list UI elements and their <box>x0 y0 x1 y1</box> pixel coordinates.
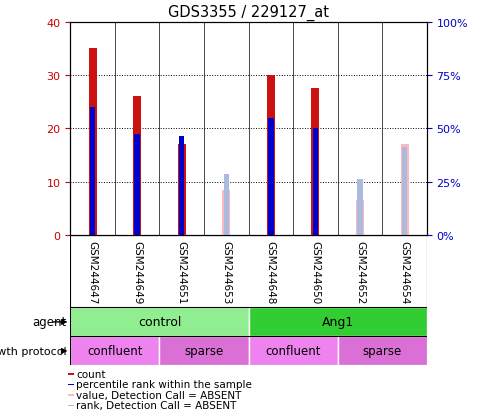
Text: GSM244648: GSM244648 <box>265 240 275 303</box>
Text: GSM244647: GSM244647 <box>88 240 97 303</box>
Bar <box>266 76 274 235</box>
Bar <box>68 384 74 385</box>
Bar <box>70 308 248 337</box>
Text: percentile rank within the sample: percentile rank within the sample <box>76 380 252 389</box>
Text: agent: agent <box>32 316 67 329</box>
Bar <box>68 394 74 396</box>
Text: value, Detection Call = ABSENT: value, Detection Call = ABSENT <box>76 390 241 400</box>
Text: Ang1: Ang1 <box>321 316 353 329</box>
Bar <box>134 134 139 235</box>
Bar <box>355 201 363 235</box>
Bar <box>337 337 426 366</box>
Bar <box>248 308 426 337</box>
Bar <box>89 49 96 235</box>
Text: rank, Detection Call = ABSENT: rank, Detection Call = ABSENT <box>76 401 236 411</box>
Bar <box>68 373 74 375</box>
Text: GSM244654: GSM244654 <box>399 240 408 303</box>
Text: GSM244650: GSM244650 <box>310 240 320 303</box>
Bar <box>312 129 318 235</box>
Bar <box>159 337 248 366</box>
Title: GDS3355 / 229127_at: GDS3355 / 229127_at <box>168 5 328 21</box>
Bar <box>177 145 185 235</box>
Text: sparse: sparse <box>184 344 223 358</box>
Text: GSM244651: GSM244651 <box>176 240 186 303</box>
Text: sparse: sparse <box>362 344 401 358</box>
Bar <box>248 337 337 366</box>
Bar <box>401 148 407 235</box>
Text: growth protocol: growth protocol <box>0 346 67 356</box>
Text: confluent: confluent <box>87 344 142 358</box>
Bar <box>133 97 141 235</box>
Bar <box>68 405 74 406</box>
Text: confluent: confluent <box>265 344 320 358</box>
Text: GSM244649: GSM244649 <box>132 240 142 303</box>
Bar <box>179 137 184 235</box>
Text: control: control <box>137 316 181 329</box>
Text: GSM244653: GSM244653 <box>221 240 231 303</box>
Bar <box>357 180 362 235</box>
Bar <box>311 89 319 235</box>
Bar <box>70 337 159 366</box>
Text: count: count <box>76 369 106 379</box>
Text: GSM244652: GSM244652 <box>354 240 364 303</box>
Bar <box>222 190 230 235</box>
Bar <box>90 108 95 235</box>
Bar <box>268 119 273 235</box>
Bar <box>400 145 408 235</box>
Bar <box>223 174 228 235</box>
